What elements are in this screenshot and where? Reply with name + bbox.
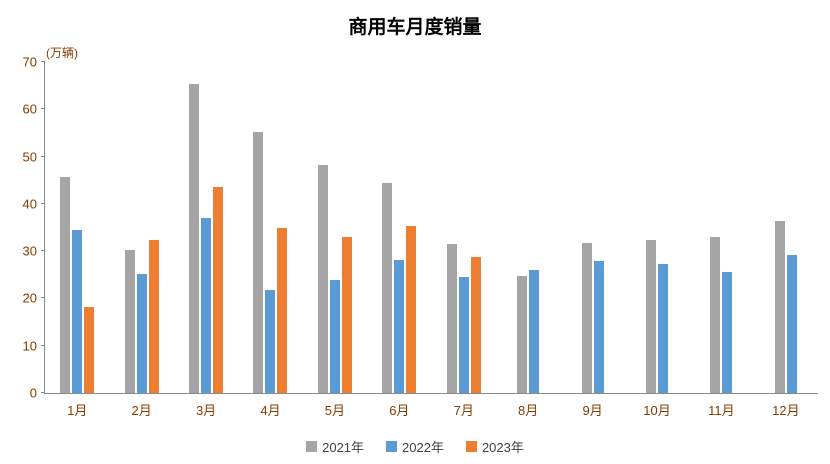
legend-item-2021年: 2021年 (306, 437, 364, 456)
bar-cluster (689, 62, 753, 393)
bar-2022年-3月 (201, 217, 212, 393)
bar-2022年-4月 (265, 290, 276, 393)
bar-2022年-6月 (394, 260, 405, 393)
bar-2021年-4月 (253, 132, 264, 393)
legend-label: 2022年 (402, 440, 444, 455)
month-group: 4月 (238, 62, 302, 418)
month-group: 6月 (367, 62, 431, 418)
bar-2022年-1月 (72, 230, 83, 393)
bar-2021年-12月 (774, 220, 785, 393)
legend-swatch-icon (465, 441, 477, 452)
y-axis-tick (41, 297, 45, 299)
y-axis-tick-label: 10 (22, 338, 37, 354)
x-axis-label: 11月 (708, 403, 735, 418)
x-axis-label: 7月 (453, 403, 474, 418)
month-group: 3月 (174, 62, 238, 418)
y-axis-tick-label: 40 (22, 196, 37, 212)
y-axis-tick (41, 155, 45, 157)
legend-swatch-icon (386, 441, 398, 452)
month-group: 2月 (109, 62, 173, 418)
bar-2022年-7月 (458, 277, 469, 393)
y-axis-tick (41, 250, 45, 252)
bar-cluster (754, 62, 818, 393)
legend-item-2022年: 2022年 (386, 437, 444, 456)
bar-2023年-4月 (277, 227, 288, 393)
x-axis-label: 3月 (195, 403, 217, 418)
legend-swatch-icon (306, 441, 318, 452)
bar-2023年-1月 (84, 307, 95, 393)
bar-2023年-3月 (213, 186, 224, 393)
y-axis-unit-label: (万辆) (46, 46, 78, 60)
bar-2021年-3月 (189, 84, 200, 393)
x-axis-label: 8月 (518, 403, 539, 418)
bar-2021年-6月 (382, 182, 393, 393)
y-axis-tick (41, 61, 45, 62)
bar-cluster (238, 62, 302, 393)
bar-2021年-9月 (581, 242, 592, 393)
month-group: 8月 (496, 62, 560, 418)
bar-cluster (625, 62, 689, 393)
bar-2022年-12月 (786, 254, 797, 393)
bar-2023年-7月 (470, 256, 481, 393)
legend-label: 2021年 (322, 440, 365, 455)
month-group: 10月 (625, 62, 689, 418)
legend-item-2023年: 2023年 (465, 437, 524, 456)
x-axis-label: 6月 (389, 403, 410, 418)
legend-label: 2023年 (481, 440, 524, 455)
x-axis-label: 2月 (131, 403, 152, 418)
chart-title: 商用车月度销量 (348, 17, 482, 38)
bar-groups: 1月 2月 3月 4月 5月 6月 7月 8月 9月 10月 11月 12月 (45, 62, 818, 418)
y-axis-tick (41, 344, 45, 346)
bar-cluster (174, 62, 238, 393)
month-group: 5月 (303, 62, 367, 418)
x-axis-label: 1月 (67, 403, 88, 418)
x-axis-label: 5月 (324, 403, 346, 418)
bar-cluster (45, 62, 109, 393)
bar-2021年-2月 (124, 250, 135, 393)
bar-2023年-5月 (341, 236, 352, 393)
month-group: 1月 (45, 62, 109, 418)
y-axis-tick-label: 20 (22, 290, 37, 306)
bar-2022年-8月 (529, 270, 540, 393)
bar-2022年-11月 (722, 271, 733, 393)
y-axis-tick-label: 0 (29, 385, 37, 401)
bar-cluster (432, 62, 496, 393)
bar-2023年-6月 (406, 225, 417, 393)
bar-2021年-5月 (317, 165, 328, 393)
x-axis-label: 9月 (582, 403, 603, 418)
month-group: 9月 (560, 62, 624, 418)
bar-cluster (367, 62, 431, 393)
bar-cluster (560, 62, 624, 393)
y-axis-tick (41, 202, 45, 204)
month-group: 12月 (754, 62, 818, 418)
y-axis-tick (41, 108, 45, 110)
plot-area: 0 10 20 30 40 50 60 70 1月 2月 3月 4月 5月 6月 7月 8月 9月 10月 11月… (23, 56, 818, 418)
bar-2022年-10月 (658, 263, 668, 393)
x-axis-label: 10月 (643, 403, 671, 418)
bar-2022年-9月 (593, 261, 604, 393)
bar-2022年-2月 (136, 274, 147, 393)
bar-2021年-1月 (60, 176, 71, 393)
y-axis-tick-label: 60 (22, 101, 37, 117)
bar-2021年-11月 (710, 236, 721, 393)
x-axis-label: 4月 (260, 403, 281, 418)
bar-2022年-5月 (329, 279, 340, 393)
y-axis-tick-label: 70 (22, 54, 37, 70)
month-group: 11月 (689, 62, 753, 418)
y-axis-tick (41, 392, 45, 393)
bar-2021年-10月 (646, 239, 656, 393)
bar-2021年-7月 (446, 244, 457, 393)
x-axis-label: 12月 (772, 403, 800, 418)
month-group: 7月 (432, 62, 496, 418)
bar-2023年-2月 (148, 239, 159, 393)
legend: 2021年 2022年 2023年 (0, 437, 830, 456)
y-axis-tick-label: 30 (22, 243, 37, 259)
bar-2021年-8月 (517, 275, 528, 393)
bar-cluster (496, 62, 560, 393)
y-axis-tick-label: 50 (22, 149, 37, 165)
bar-cluster (303, 62, 367, 393)
bar-cluster (109, 62, 173, 393)
